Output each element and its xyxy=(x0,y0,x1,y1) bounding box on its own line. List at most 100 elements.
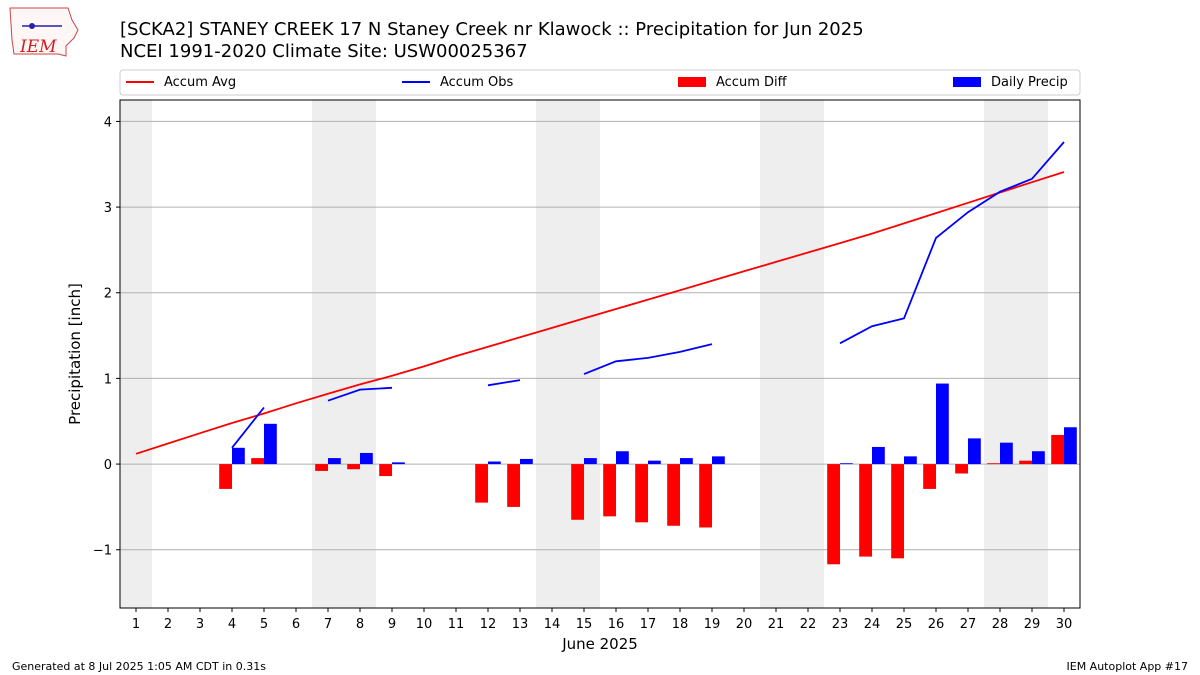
accum-diff-bar xyxy=(667,464,680,526)
x-tick-label: 22 xyxy=(800,617,817,632)
gridlines xyxy=(120,120,1080,551)
legend-swatch-daily-precip xyxy=(953,77,981,87)
x-tick-label: 24 xyxy=(864,617,881,632)
chart-title-line1: [SCKA2] STANEY CREEK 17 N Staney Creek n… xyxy=(120,19,864,40)
accum-obs-line xyxy=(231,406,265,449)
daily-precip-bar xyxy=(264,423,277,465)
weekend-band xyxy=(760,100,824,608)
x-tick-label: 25 xyxy=(896,617,913,632)
x-tick-label: 13 xyxy=(512,617,529,632)
y-tick-label: 2 xyxy=(104,287,112,302)
accum-diff-bar xyxy=(315,464,328,471)
x-tick-label: 11 xyxy=(448,617,465,632)
accum-diff-bar xyxy=(219,464,232,489)
x-tick-label: 23 xyxy=(832,617,849,632)
weekend-band xyxy=(120,100,152,608)
legend-label-accum-avg: Accum Avg xyxy=(164,75,236,90)
x-tick-label: 28 xyxy=(992,617,1009,632)
chart-title-line2: NCEI 1991-2020 Climate Site: USW00025367 xyxy=(120,41,528,62)
x-tick-label: 19 xyxy=(704,617,721,632)
x-tick-label: 20 xyxy=(736,617,753,632)
x-tick-label: 27 xyxy=(960,617,977,632)
daily-precip-bar xyxy=(616,451,629,465)
daily-precip-bar xyxy=(840,463,853,465)
daily-precip-bar xyxy=(904,456,917,465)
y-tick-label: 4 xyxy=(104,115,112,130)
x-tick-label: 14 xyxy=(544,617,561,632)
daily-precip-bar xyxy=(520,458,533,465)
footer-generated: Generated at 8 Jul 2025 1:05 AM CDT in 0… xyxy=(12,660,266,673)
daily-precip-bar xyxy=(1032,451,1045,465)
plot-frame xyxy=(119,99,1081,609)
daily-precip-bar xyxy=(488,461,501,465)
x-tick-label: 18 xyxy=(672,617,689,632)
legend: Accum Avg Accum Obs Accum Diff Daily Pre… xyxy=(119,69,1081,96)
accum-diff-bar xyxy=(507,464,520,507)
accum-diff-bar xyxy=(955,464,968,474)
accum-diff-bar xyxy=(859,464,872,557)
y-axis-label: Precipitation [inch] xyxy=(66,283,84,425)
daily-precip-bar xyxy=(360,452,373,465)
daily-precip-bar xyxy=(968,438,981,465)
accum-obs-line xyxy=(583,343,713,375)
x-tick-label: 7 xyxy=(324,617,332,632)
y-tick-label: 0 xyxy=(104,458,112,473)
x-tick-label: 1 xyxy=(132,617,140,632)
weekend-band xyxy=(536,100,600,608)
accum-obs-line xyxy=(839,141,1065,345)
y-tick-label: 3 xyxy=(104,201,112,216)
daily-precip-bar xyxy=(328,458,341,465)
accum-diff-bar xyxy=(923,464,936,489)
x-tick-label: 3 xyxy=(196,617,204,632)
daily-precip-bar xyxy=(392,462,405,465)
weekend-band xyxy=(984,100,1048,608)
daily-precip-bar xyxy=(680,458,693,465)
x-tick-label: 21 xyxy=(768,617,785,632)
legend-label-daily-precip: Daily Precip xyxy=(991,75,1068,90)
x-tick-label: 5 xyxy=(260,617,268,632)
logo-text: IEM xyxy=(19,37,57,57)
accum-diff-bar xyxy=(987,463,1000,465)
x-tick-label: 10 xyxy=(416,617,433,632)
accum-diff-bar xyxy=(827,464,840,565)
weekend-bands xyxy=(120,100,1048,608)
daily-precip-bar xyxy=(584,458,597,465)
accum-diff-bar xyxy=(379,464,392,477)
series-lines xyxy=(135,141,1065,455)
x-tick-label: 12 xyxy=(480,617,497,632)
x-tick-label: 8 xyxy=(356,617,364,632)
accum-obs-line xyxy=(487,379,521,387)
accum-avg-line xyxy=(135,171,1065,455)
y-tick-label: 1 xyxy=(104,372,112,387)
accum-diff-bar xyxy=(251,458,264,465)
iem-logo: IEM xyxy=(9,7,79,57)
y-axis-ticks: 4 3 2 1 0 −1 xyxy=(93,115,120,559)
accum-diff-bar xyxy=(475,464,488,503)
daily-precip-bar xyxy=(648,460,661,465)
accum-diff-bar xyxy=(571,464,584,520)
accum-diff-bar xyxy=(603,464,616,517)
x-tick-label: 30 xyxy=(1056,617,1073,632)
y-tick-label: −1 xyxy=(93,544,112,559)
station-dot-icon xyxy=(29,23,35,29)
x-tick-label: 17 xyxy=(640,617,657,632)
x-tick-label: 26 xyxy=(928,617,945,632)
x-tick-label: 16 xyxy=(608,617,625,632)
accum-diff-bar xyxy=(347,464,360,470)
daily-precip-bar xyxy=(872,446,885,465)
x-tick-label: 15 xyxy=(576,617,593,632)
legend-swatch-accum-diff xyxy=(678,77,706,87)
daily-precip-bar xyxy=(232,447,245,465)
weekend-band xyxy=(312,100,376,608)
daily-precip-bar xyxy=(1064,427,1077,465)
daily-precip-bar xyxy=(1000,442,1013,465)
accum-diff-bar xyxy=(699,464,712,528)
legend-frame xyxy=(119,69,1081,96)
accum-obs-line xyxy=(327,386,393,402)
daily-precip-bar xyxy=(712,456,725,465)
x-axis-label: June 2025 xyxy=(561,635,638,653)
x-axis-ticks: 1 2 3 4 5 6 7 8 9 10 11 12 13 14 15 16 17 18 19 20 21 22 23 24 2… xyxy=(132,608,1072,632)
accum-diff-bar xyxy=(891,464,904,559)
bars xyxy=(219,383,1077,565)
